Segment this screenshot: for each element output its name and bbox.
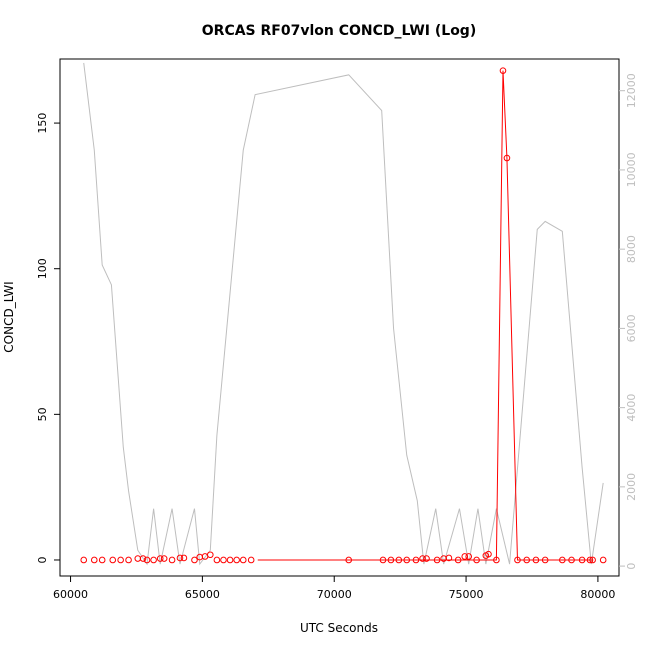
data-point: [473, 556, 480, 564]
plot-frame: [59, 58, 620, 577]
y2-tick-label: 8000: [625, 235, 638, 263]
y2-tick-label: 0: [625, 563, 638, 570]
data-point: [168, 556, 176, 564]
data-point: [156, 555, 164, 562]
data-point: [176, 554, 184, 562]
data-point: [117, 556, 124, 564]
x-tick-label: 60000: [53, 588, 88, 601]
data-point: [109, 556, 117, 564]
data-point: [586, 556, 594, 564]
primary-series-line: [257, 70, 593, 561]
x-tick-label: 80000: [580, 588, 615, 601]
y2-axis-right: 0 2000 4000 6000 8000 10000 12000: [619, 73, 638, 570]
x-axis-title: UTC Seconds: [300, 621, 378, 635]
data-point: [90, 556, 98, 564]
data-point: [599, 556, 607, 564]
data-point: [461, 553, 469, 560]
data-point: [445, 554, 453, 562]
data-point: [503, 154, 511, 162]
data-point: [589, 556, 596, 564]
data-point: [433, 556, 441, 564]
data-point: [454, 556, 462, 564]
y2-tick-label: 10000: [625, 152, 638, 187]
data-point: [239, 556, 247, 564]
y-tick-label: 0: [36, 556, 49, 563]
y2-tick-label: 12000: [625, 73, 638, 108]
data-point: [139, 555, 147, 562]
data-point: [226, 556, 234, 564]
data-point: [559, 556, 566, 564]
data-point: [379, 556, 387, 564]
data-point: [80, 556, 88, 564]
data-point: [160, 555, 168, 562]
data-point: [180, 554, 188, 562]
data-point: [493, 556, 500, 564]
data-point: [345, 556, 353, 564]
y2-tick-label: 6000: [625, 314, 638, 342]
x-tick-label: 70000: [317, 588, 352, 601]
y-tick-label: 50: [36, 407, 49, 421]
chart-title: ORCAS RF07vlon CONCD_LWI (Log): [202, 23, 476, 39]
data-point: [465, 553, 473, 560]
y2-tick-label: 4000: [625, 394, 638, 422]
data-point: [150, 556, 157, 564]
data-point: [412, 556, 420, 564]
data-point: [568, 556, 575, 564]
data-point: [532, 556, 540, 564]
y-tick-label: 150: [36, 113, 49, 134]
y2-tick-label: 2000: [625, 473, 638, 501]
data-point: [206, 551, 214, 559]
data-point: [403, 556, 411, 564]
data-point: [125, 556, 132, 564]
data-point: [213, 556, 221, 564]
secondary-series-line: [83, 62, 604, 566]
primary-series: [80, 67, 607, 564]
data-point: [423, 555, 430, 562]
data-point: [499, 67, 507, 74]
data-point: [233, 556, 240, 564]
x-tick-label: 65000: [185, 588, 220, 601]
data-point: [387, 556, 395, 564]
y-tick-label: 100: [36, 258, 49, 279]
y-axis-title: CONCD_LWI: [2, 281, 16, 352]
data-point: [220, 556, 227, 564]
y-axis: 0 50 100 150: [36, 113, 60, 563]
data-point: [395, 556, 403, 564]
data-point: [191, 556, 198, 564]
data-point: [98, 556, 106, 564]
data-point: [143, 556, 151, 564]
data-point: [419, 555, 426, 562]
data-point: [578, 556, 586, 564]
data-point: [541, 556, 549, 564]
x-tick-label: 75000: [449, 588, 484, 601]
data-point: [247, 556, 255, 564]
secondary-series: [83, 62, 604, 566]
x-axis: 60000 65000 70000 75000 80000: [53, 576, 615, 601]
data-point: [514, 556, 521, 564]
data-point: [523, 556, 531, 564]
data-point: [485, 550, 492, 558]
